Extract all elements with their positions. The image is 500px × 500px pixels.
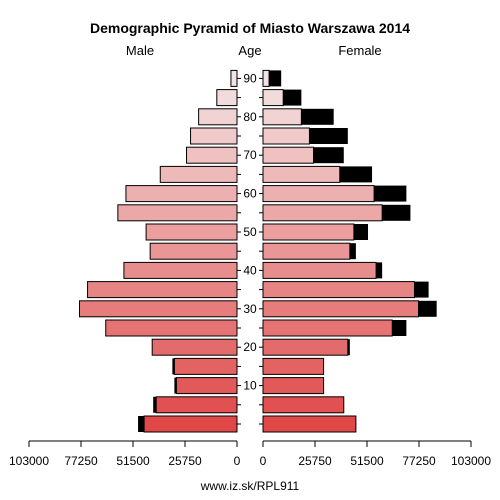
female-excess-bar xyxy=(301,108,334,125)
female-bar xyxy=(262,377,325,395)
female-bar xyxy=(262,69,270,87)
x-tick-label-right: 103000 xyxy=(451,454,491,468)
female-bar xyxy=(262,281,415,299)
age-tick-label: 90 xyxy=(243,71,257,85)
female-excess-bar xyxy=(382,204,411,221)
age-tick-label: 40 xyxy=(243,263,257,277)
male-bar xyxy=(78,300,238,318)
x-tick-label-left: 51500 xyxy=(116,454,150,468)
male-bar xyxy=(230,69,238,87)
male-excess-bar xyxy=(138,416,145,432)
male-excess-bar xyxy=(153,396,157,413)
male-bar xyxy=(186,146,238,164)
female-excess-bar xyxy=(392,320,407,336)
male-header: Male xyxy=(126,43,154,58)
age-tick-label: 60 xyxy=(243,187,257,201)
female-bar xyxy=(262,127,310,145)
male-bar xyxy=(143,415,238,433)
male-bar xyxy=(145,223,238,241)
x-tick-label-left: 25750 xyxy=(168,454,202,468)
female-excess-bar xyxy=(414,281,429,298)
female-bar xyxy=(262,108,302,126)
female-bar xyxy=(262,415,357,433)
x-tick-label-right: 25750 xyxy=(298,454,332,468)
male-bar xyxy=(123,261,238,279)
male-bars xyxy=(78,69,238,433)
male-bar xyxy=(155,396,238,414)
female-bar xyxy=(262,319,393,337)
female-bar xyxy=(262,204,383,222)
male-excess-bar xyxy=(174,377,177,394)
age-tick-label: 20 xyxy=(243,340,257,354)
age-header: Age xyxy=(238,43,261,58)
x-tick-label-right: 51500 xyxy=(350,454,384,468)
female-header: Female xyxy=(338,43,381,58)
x-tick-label-left: 77250 xyxy=(64,454,98,468)
female-excess-bar xyxy=(353,224,369,240)
male-bar xyxy=(117,204,238,222)
female-excess-bar xyxy=(418,300,437,317)
chart-title: Demographic Pyramid of Miasto Warszawa 2… xyxy=(90,20,410,36)
male-bar xyxy=(190,127,238,145)
female-excess-bar xyxy=(309,128,348,144)
age-tick-label: 30 xyxy=(243,302,257,316)
male-excess-bar xyxy=(172,358,175,375)
female-excess-bar xyxy=(374,185,407,202)
female-bars xyxy=(262,69,437,433)
male-bar xyxy=(105,319,238,337)
male-bar xyxy=(173,357,238,375)
male-bar xyxy=(175,377,238,395)
age-tick-label: 70 xyxy=(243,148,257,162)
female-bar xyxy=(262,165,341,183)
female-bar xyxy=(262,300,419,318)
male-bar xyxy=(149,242,238,260)
x-tick-label-right: 0 xyxy=(260,454,267,468)
female-bar xyxy=(262,338,349,356)
female-excess-bar xyxy=(313,147,344,164)
female-bar xyxy=(262,261,377,279)
female-bar xyxy=(262,242,351,260)
x-tick-label-left: 103000 xyxy=(9,454,49,468)
male-bar xyxy=(159,165,238,183)
female-excess-bar xyxy=(283,89,302,106)
female-excess-bar xyxy=(349,243,356,260)
female-bar xyxy=(262,223,355,241)
female-excess-bar xyxy=(269,70,282,87)
male-bar xyxy=(198,108,238,126)
male-bar xyxy=(151,338,238,356)
female-excess-bar xyxy=(376,262,383,279)
age-tick-label: 50 xyxy=(243,225,257,239)
age-tick-label: 10 xyxy=(243,379,257,393)
age-axis: 10 20 30 40 50 60 70 80 90 xyxy=(237,71,263,425)
female-excess-bar xyxy=(339,166,373,183)
male-bar xyxy=(87,281,238,299)
age-tick-label: 80 xyxy=(243,110,257,124)
female-bar xyxy=(262,396,345,414)
x-tick-label-left: 0 xyxy=(234,454,241,468)
male-bar xyxy=(125,185,238,203)
female-bar xyxy=(262,357,325,375)
female-excess-bar xyxy=(347,339,350,356)
female-bar xyxy=(262,185,375,203)
x-axis: 103000 77250 51500 25750 0 0 25750 51500 77250 10… xyxy=(9,440,491,468)
male-bar xyxy=(216,89,238,107)
female-bar xyxy=(262,146,314,164)
footer-source: www.iz.sk/RPL911 xyxy=(200,479,300,493)
female-bar xyxy=(262,89,284,107)
x-tick-label-right: 77250 xyxy=(402,454,436,468)
